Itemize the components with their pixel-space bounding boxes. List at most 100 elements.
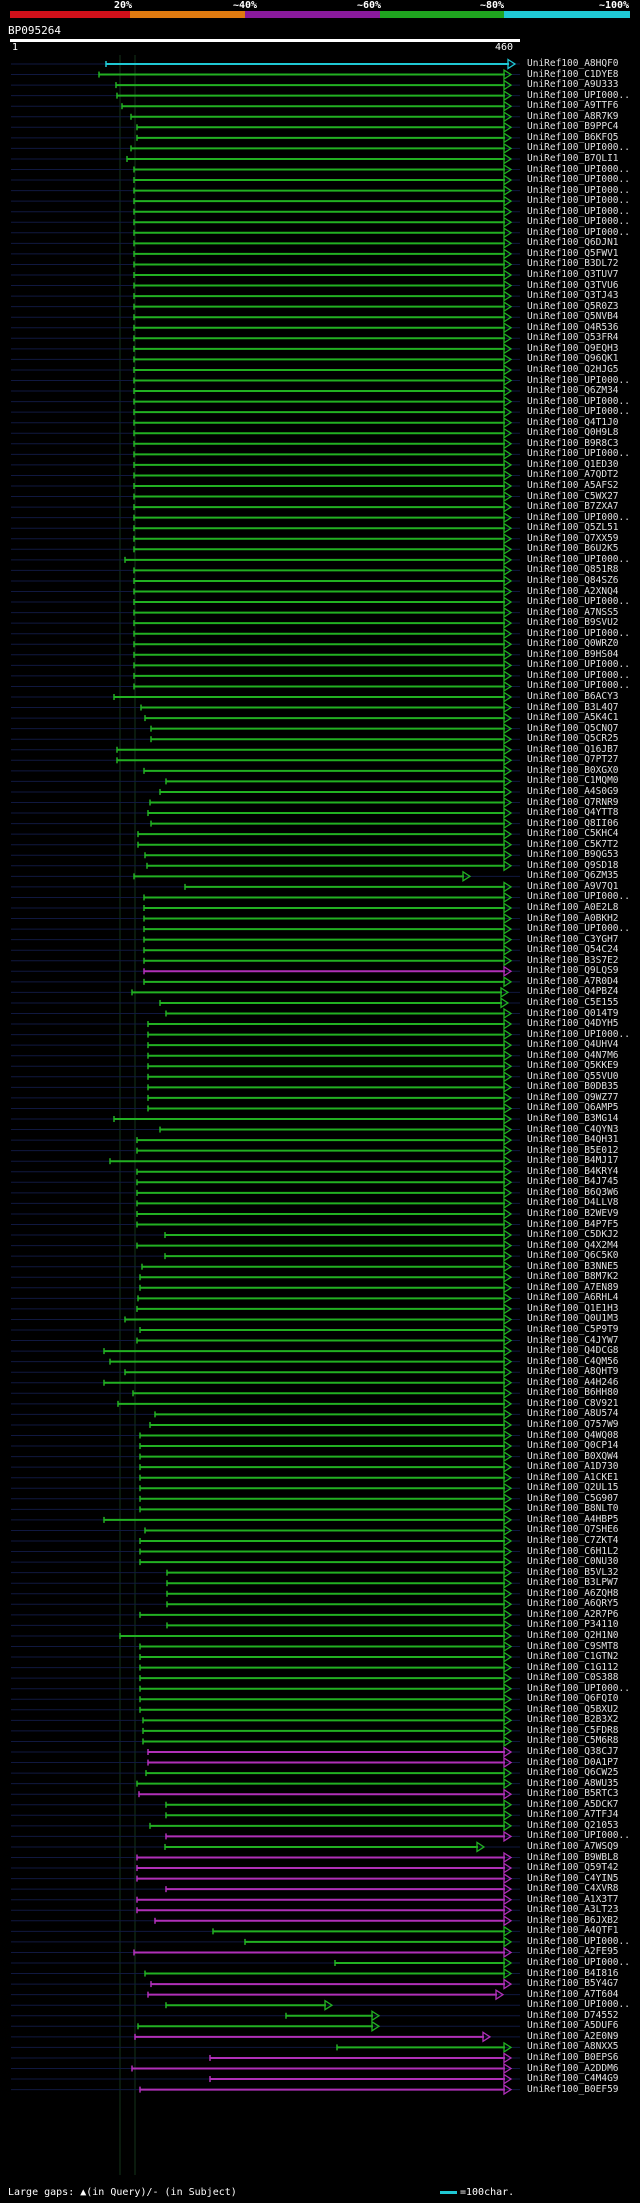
hit-label[interactable]: UniRef100_Q4X2M4 — [527, 1239, 619, 1251]
hit-label[interactable]: UniRef100_B0EF59 — [527, 2083, 619, 2095]
hit-label[interactable]: UniRef100_UPI000.. — [527, 216, 630, 228]
hit-label[interactable]: UniRef100_Q7XX59 — [527, 532, 619, 544]
hit-label[interactable]: UniRef100_Q16JB7 — [527, 743, 619, 755]
hit-label[interactable]: UniRef100_A5AFS2 — [527, 480, 619, 491]
hit-label[interactable]: UniRef100_A1CKE1 — [527, 1471, 619, 1483]
hit-label[interactable]: UniRef100_C7ZKT4 — [527, 1535, 619, 1546]
hit-label[interactable]: UniRef100_UPI000.. — [527, 511, 630, 523]
hit-label[interactable]: UniRef100_B9PPC4 — [527, 121, 619, 133]
hit-label[interactable]: UniRef100_B6JXB2 — [527, 1914, 619, 1926]
hit-label[interactable]: UniRef100_B5VL32 — [527, 1566, 619, 1578]
hit-label[interactable]: UniRef100_Q3TVU6 — [527, 279, 619, 291]
hit-label[interactable]: UniRef100_UPI000.. — [527, 226, 630, 238]
hit-label[interactable]: UniRef100_Q9SD18 — [527, 859, 619, 871]
hit-label[interactable]: UniRef100_A1X3T7 — [527, 1893, 619, 1905]
hit-label[interactable]: UniRef100_B9SVU2 — [527, 617, 619, 629]
hit-label[interactable]: UniRef100_C5KHC4 — [527, 828, 619, 840]
hit-label[interactable]: UniRef100_A7EN89 — [527, 1281, 619, 1293]
hit-label[interactable]: UniRef100_A4QTF1 — [527, 1925, 619, 1937]
hit-label[interactable]: UniRef100_Q54C24 — [527, 944, 619, 956]
hit-label[interactable]: UniRef100_A8WU35 — [527, 1777, 619, 1789]
hit-label[interactable]: UniRef100_Q014T9 — [527, 1007, 619, 1019]
hit-label[interactable]: UniRef100_C5WX27 — [527, 490, 619, 502]
hit-label[interactable]: UniRef100_A6QRY5 — [527, 1598, 619, 1610]
hit-label[interactable]: UniRef100_C4YIN5 — [527, 1872, 619, 1884]
hit-label[interactable]: UniRef100_UPI000.. — [527, 142, 630, 154]
hit-label[interactable]: UniRef100_Q9LQS9 — [527, 965, 619, 977]
hit-label[interactable]: UniRef100_Q4UHV4 — [527, 1039, 619, 1051]
hit-label[interactable]: UniRef100_C4JYW7 — [527, 1334, 619, 1346]
hit-label[interactable]: UniRef100_B4QH31 — [527, 1134, 619, 1146]
hit-label[interactable]: UniRef100_A6ZQH8 — [527, 1587, 619, 1599]
hit-label[interactable]: UniRef100_B4P7F5 — [527, 1218, 619, 1230]
hit-label[interactable]: UniRef100_B4KRY4 — [527, 1165, 619, 1177]
hit-label[interactable]: UniRef100_B6KFQ5 — [527, 131, 619, 143]
hit-label[interactable]: UniRef100_B5RTC3 — [527, 1788, 619, 1800]
hit-label[interactable]: UniRef100_Q0H9L8 — [527, 427, 619, 439]
hit-label[interactable]: UniRef100_C1DYE8 — [527, 68, 619, 80]
hit-label[interactable]: UniRef100_C4QYN3 — [527, 1123, 619, 1135]
hit-label[interactable]: UniRef100_UPI000.. — [527, 163, 630, 175]
hit-label[interactable]: UniRef100_UPI000.. — [527, 406, 630, 418]
hit-label[interactable]: UniRef100_B3MG14 — [527, 1113, 619, 1124]
hit-label[interactable]: UniRef100_B9R8C3 — [527, 437, 619, 449]
hit-label[interactable]: UniRef100_Q59T42 — [527, 1862, 619, 1874]
hit-label[interactable]: UniRef100_UPI000.. — [527, 627, 630, 639]
hit-label[interactable]: UniRef100_Q4PBZ4 — [527, 986, 619, 998]
hit-label[interactable]: UniRef100_A8R7K9 — [527, 110, 619, 122]
hit-label[interactable]: UniRef100_Q4R536 — [527, 321, 619, 333]
hit-label[interactable]: UniRef100_UPI000.. — [527, 174, 630, 186]
hit-label[interactable]: UniRef100_UPI000.. — [527, 1999, 630, 2011]
hit-label[interactable]: UniRef100_A7NSS5 — [527, 606, 619, 618]
hit-label[interactable]: UniRef100_C1MQM0 — [527, 775, 619, 787]
hit-label[interactable]: UniRef100_Q5CR25 — [527, 733, 619, 745]
hit-label[interactable]: UniRef100_Q1E1H3 — [527, 1302, 619, 1314]
hit-label[interactable]: UniRef100_A2FE95 — [527, 1946, 619, 1958]
hit-label[interactable]: UniRef100_Q1ED30 — [527, 458, 619, 470]
hit-label[interactable]: UniRef100_A2DDM6 — [527, 2062, 619, 2074]
hit-label[interactable]: UniRef100_C5M6R8 — [527, 1735, 619, 1747]
hit-label[interactable]: UniRef100_Q6ZM34 — [527, 385, 619, 397]
hit-label[interactable]: UniRef100_B2WEV9 — [527, 1207, 619, 1219]
hit-label[interactable]: UniRef100_D0A1P7 — [527, 1756, 619, 1768]
hit-label[interactable]: UniRef100_Q7RNR9 — [527, 796, 619, 808]
hit-label[interactable]: UniRef100_A4H246 — [527, 1376, 619, 1388]
hit-label[interactable]: UniRef100_UPI000.. — [527, 891, 630, 903]
hit-label[interactable]: UniRef100_UPI000.. — [527, 395, 630, 407]
hit-label[interactable]: UniRef100_B8NLT0 — [527, 1503, 619, 1515]
hit-label[interactable]: UniRef100_A4S0G9 — [527, 785, 619, 797]
hit-label[interactable]: UniRef100_Q96QK1 — [527, 353, 619, 365]
hit-label[interactable]: UniRef100_Q6AMP5 — [527, 1102, 619, 1114]
hit-label[interactable]: UniRef100_UPI000.. — [527, 195, 630, 207]
hit-label[interactable]: UniRef100_UPI000.. — [527, 669, 630, 681]
hit-label[interactable]: UniRef100_Q9WZ77 — [527, 1091, 619, 1103]
hit-label[interactable]: UniRef100_A9TTF6 — [527, 100, 619, 112]
hit-label[interactable]: UniRef100_A1D730 — [527, 1461, 619, 1473]
hit-label[interactable]: UniRef100_Q84SZ6 — [527, 574, 619, 586]
hit-label[interactable]: UniRef100_D4LLV8 — [527, 1197, 619, 1209]
hit-label[interactable]: UniRef100_B7QLI1 — [527, 152, 619, 164]
hit-label[interactable]: UniRef100_UPI000.. — [527, 1028, 630, 1040]
hit-label[interactable]: UniRef100_Q2HJG5 — [527, 363, 619, 375]
hit-label[interactable]: UniRef100_B0DB35 — [527, 1081, 619, 1093]
hit-label[interactable]: UniRef100_UPI000.. — [527, 1935, 630, 1947]
hit-label[interactable]: UniRef100_B3NNE5 — [527, 1260, 619, 1272]
hit-label[interactable]: UniRef100_UPI000.. — [527, 1830, 630, 1842]
hit-label[interactable]: UniRef100_Q2UL15 — [527, 1482, 619, 1494]
hit-label[interactable]: UniRef100_B8M7K2 — [527, 1271, 619, 1283]
hit-label[interactable]: UniRef100_B6HH80 — [527, 1387, 619, 1399]
hit-label[interactable]: UniRef100_B6ACY3 — [527, 691, 619, 702]
hit-label[interactable]: UniRef100_C0NU30 — [527, 1556, 619, 1568]
hit-label[interactable]: UniRef100_B3DL72 — [527, 258, 619, 270]
hit-label[interactable]: UniRef100_UPI000.. — [527, 553, 630, 565]
hit-label[interactable]: UniRef100_Q3TUV7 — [527, 269, 619, 280]
hit-label[interactable]: UniRef100_C5FDR8 — [527, 1724, 619, 1736]
hit-label[interactable]: UniRef100_C0S388 — [527, 1672, 619, 1684]
hit-label[interactable]: UniRef100_A4HBP5 — [527, 1513, 619, 1525]
hit-label[interactable]: UniRef100_Q5ZL51 — [527, 522, 619, 534]
hit-label[interactable]: UniRef100_Q5CNQ7 — [527, 722, 619, 734]
hit-label[interactable]: UniRef100_UPI000.. — [527, 448, 630, 460]
hit-label[interactable]: UniRef100_Q4DCG8 — [527, 1345, 619, 1357]
hit-label[interactable]: UniRef100_A5DUF6 — [527, 2020, 619, 2032]
hit-label[interactable]: UniRef100_Q4T1J0 — [527, 416, 619, 428]
